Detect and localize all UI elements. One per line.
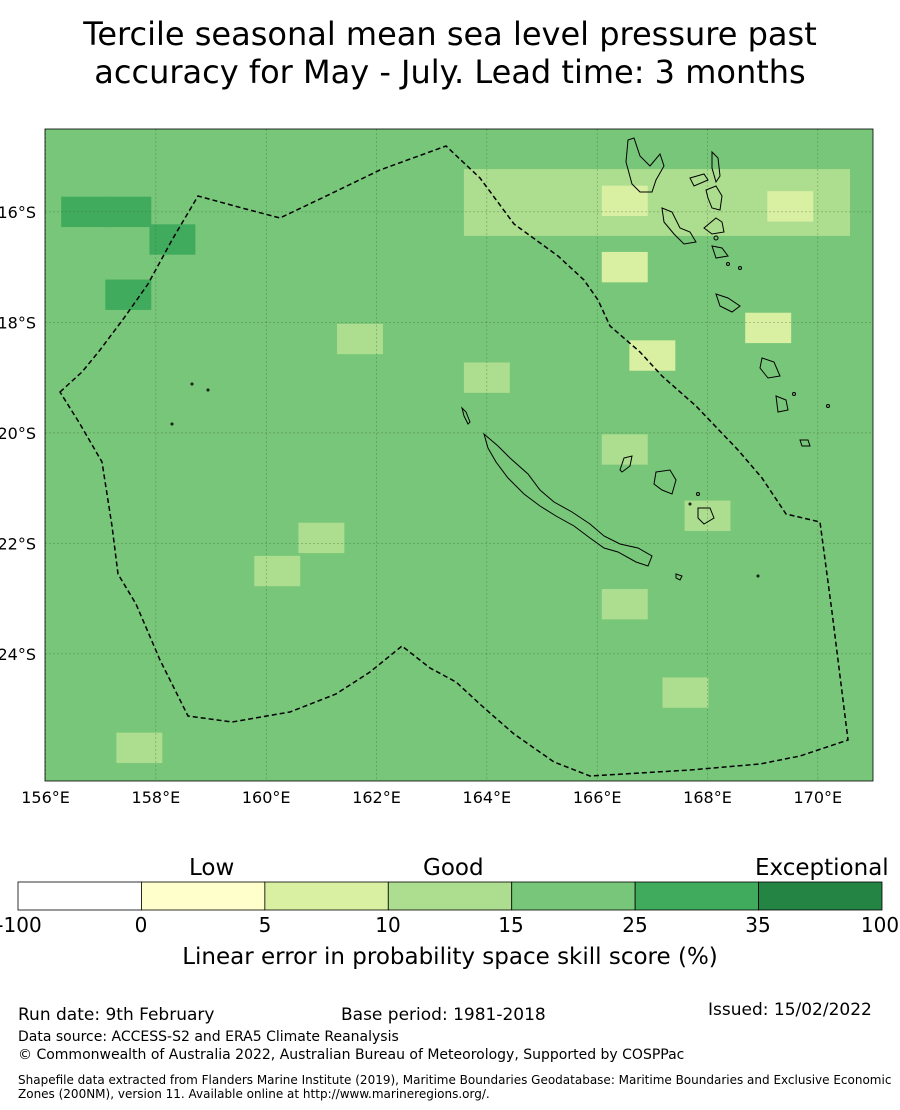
colorbar-category-exceptional: Exceptional xyxy=(755,855,889,881)
colorbar-tick: 25 xyxy=(622,913,648,937)
colorbar-bin xyxy=(17,881,142,911)
tanna xyxy=(759,357,781,379)
efate xyxy=(703,217,725,235)
colorbar-category-good: Good xyxy=(423,855,484,881)
colorbar-tick: 35 xyxy=(745,913,771,937)
lat-tick-label: 18°S xyxy=(0,313,36,332)
lon-tick-label: 166°E xyxy=(573,788,622,807)
base-period: Base period: 1981-2018 xyxy=(341,1005,546,1025)
axis-labels: 156°E 158°E 160°E 162°E 164°E 166°E 168°E 170°E… xyxy=(0,203,842,807)
colorbar-category-low: Low xyxy=(189,855,235,881)
skill-cell xyxy=(105,196,152,228)
ambrym xyxy=(705,185,723,211)
data-source: Data source: ACCESS-S2 and ERA5 Climate … xyxy=(18,1029,399,1045)
skill-cell xyxy=(149,224,196,255)
colorbar-tick: 15 xyxy=(498,913,524,937)
belep-island xyxy=(461,406,471,425)
mare-island xyxy=(697,507,715,525)
isle-of-pines xyxy=(675,573,683,581)
map-frame xyxy=(44,128,874,782)
skill-cell xyxy=(767,191,814,222)
colorbar-bin xyxy=(387,881,513,911)
lon-tick-label: 162°E xyxy=(352,788,401,807)
colorbar-axis-label: Linear error in probability space skill … xyxy=(182,944,718,970)
malekula xyxy=(661,207,697,245)
colorbar-bin xyxy=(758,881,883,911)
skill-cell xyxy=(337,323,383,355)
colorbar-tick: -100 xyxy=(0,913,42,937)
colorbar xyxy=(17,881,883,911)
skill-cell xyxy=(745,312,792,344)
ambae xyxy=(689,173,709,187)
colorbar-bin xyxy=(511,881,636,911)
walpole-island xyxy=(799,439,811,447)
colorbar-tick: 0 xyxy=(134,913,148,937)
chart-title-line1: Tercile seasonal mean sea level pressure… xyxy=(83,15,817,53)
skill-cell xyxy=(601,588,648,620)
aneityum xyxy=(775,395,789,413)
skill-cell xyxy=(662,677,709,708)
lon-tick-label: 156°E xyxy=(21,788,70,807)
skill-cell xyxy=(116,732,163,764)
espiritu-santo xyxy=(625,137,665,193)
skill-cell xyxy=(61,196,108,228)
gridlines xyxy=(45,129,873,781)
lat-tick-label: 24°S xyxy=(0,645,36,664)
run-date: Run date: 9th February xyxy=(18,1005,215,1025)
lat-tick-label: 22°S xyxy=(0,534,36,553)
lon-tick-label: 168°E xyxy=(683,788,732,807)
new-caledonia-coast xyxy=(483,432,653,567)
maewo-pentecost xyxy=(711,150,721,184)
skill-cell xyxy=(105,279,152,310)
colorbar-tick: 10 xyxy=(375,913,401,937)
colorbar-bin xyxy=(141,881,266,911)
skill-cell xyxy=(601,185,648,217)
lon-tick-label: 160°E xyxy=(242,788,291,807)
colorbar-bin xyxy=(264,881,389,911)
epi-island xyxy=(711,245,729,259)
shapefile-credit: Shapefile data extracted from Flanders M… xyxy=(18,1073,892,1101)
chart-title-line2: accuracy for May - July. Lead time: 3 mo… xyxy=(94,53,806,91)
lat-tick-label: 16°S xyxy=(0,203,36,222)
skill-cell xyxy=(298,522,345,554)
coastlines xyxy=(170,137,830,581)
erromango xyxy=(715,293,741,313)
lat-tick-label: 20°S xyxy=(0,424,36,443)
skill-cell xyxy=(601,434,648,465)
copyright: © Commonwealth of Australia 2022, Austra… xyxy=(18,1047,685,1063)
lifou-island xyxy=(653,469,677,495)
lon-tick-label: 170°E xyxy=(794,788,843,807)
issued-date: Issued: 15/02/2022 xyxy=(708,1000,872,1020)
skill-cell xyxy=(254,555,301,587)
lon-tick-label: 158°E xyxy=(132,788,181,807)
lon-tick-label: 164°E xyxy=(463,788,512,807)
skill-cell xyxy=(601,251,648,283)
colorbar-tick: 100 xyxy=(860,913,900,937)
colorbar-bin xyxy=(634,881,759,911)
ouvea-island xyxy=(619,455,633,473)
colorbar-tick: 5 xyxy=(258,913,272,937)
